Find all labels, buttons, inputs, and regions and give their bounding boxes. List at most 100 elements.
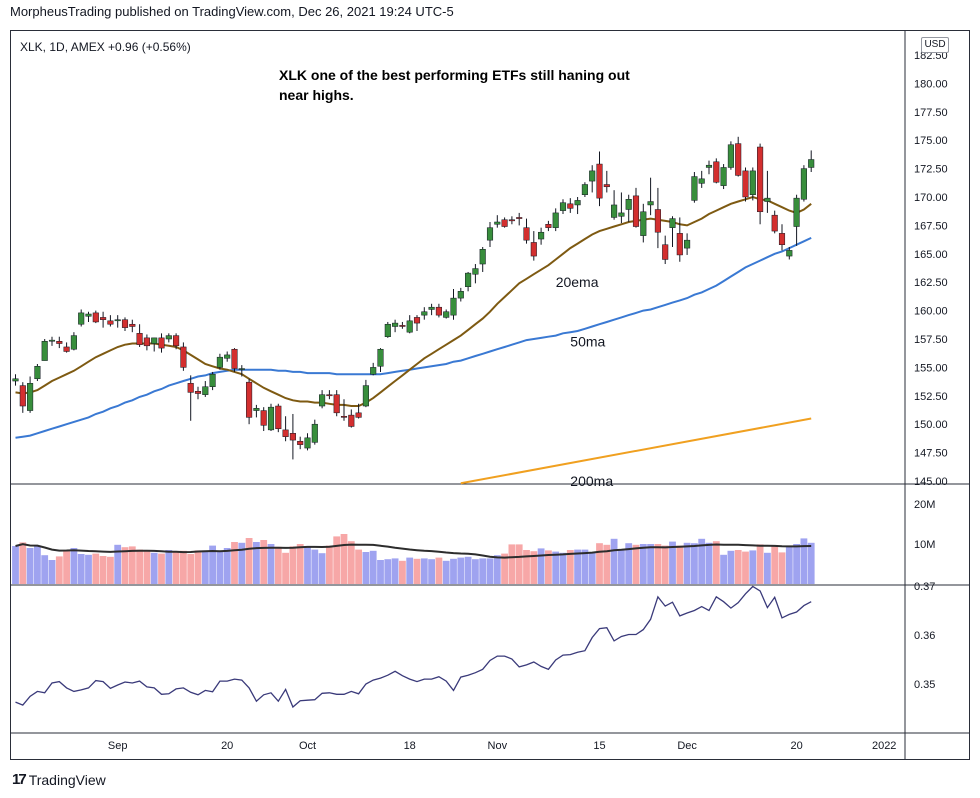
candle-body [326,394,333,397]
volume-bar [180,550,187,584]
volume-bar [172,551,180,584]
candle-body [421,311,428,316]
candle-body [778,233,786,245]
candle-body [231,348,238,369]
volume-bar [588,552,596,584]
candle-body [735,143,742,176]
ma50-layer [15,236,812,439]
candle-body [457,291,464,299]
volume-bar [128,546,136,584]
candle-body [742,170,749,198]
ma-label: 200ma [570,473,613,489]
candle-body [107,320,114,325]
ema20-line [15,195,812,407]
time-tick-label: Nov [488,740,508,752]
volume-bar [515,544,523,584]
price-tick-label: 152.50 [914,391,948,403]
candle-body [304,437,311,449]
candle-body [267,406,275,431]
candle-body [187,383,194,393]
candle-body [727,144,734,168]
candle-body [370,367,377,375]
candle-body [705,164,713,168]
candle-body [596,163,603,199]
volume-bar [537,548,545,584]
candle-body [180,346,187,368]
volume-bar [734,550,742,584]
price-tick-label: 145.00 [914,476,948,488]
volume-bar [435,557,443,584]
volume-bar [413,558,421,584]
candle-body [355,412,362,418]
volume-bar [493,555,501,584]
publish-info: MorpheusTrading published on TradingView… [10,4,454,19]
volume-bar [698,538,706,584]
candle-body [764,197,771,202]
candle-body [333,394,340,414]
candle-body [435,306,442,316]
candle-body [289,433,296,441]
candle-body [486,227,494,241]
volume-bar [764,552,771,584]
candle-body [158,337,165,349]
volume-bar [406,557,414,584]
volume-layer [12,534,815,584]
volume-bar [420,558,428,584]
candle-body [377,348,384,367]
candle-body [311,423,318,443]
volume-bar [282,552,289,584]
candle-body [63,346,70,352]
volume-bar [107,556,114,584]
annotation-text: XLK one of the best performing ETFs stil… [279,67,630,83]
candle-body [253,408,260,411]
volume-bar [41,555,49,584]
candle-body [523,227,530,241]
volume-bar [304,547,311,584]
price-tick-label: 155.00 [914,362,948,374]
volume-bar [12,546,19,584]
volume-bar [807,542,815,584]
volume-bar [399,560,406,584]
candle-body [443,311,450,318]
candle-body [173,335,180,347]
volume-bar [391,558,399,584]
candle-body [574,200,581,206]
volume-bar [347,541,355,584]
candle-body [56,341,63,344]
candle-body [85,313,92,317]
time-tick-label: 20 [221,740,233,752]
volume-bar [194,550,202,584]
candle-body [647,201,654,206]
volume-bar [566,550,574,584]
volume-bar [70,548,78,584]
footer-brand: 17 TradingView [12,771,106,788]
volume-bar [187,554,195,584]
volume-bar [581,549,589,584]
volume-bar [377,560,384,584]
volume-bar [326,545,333,584]
candle-body [749,170,756,195]
candle-body [757,146,764,213]
candle-body [800,168,807,200]
volume-tick-label: 20M [914,499,935,511]
candle-body [567,203,574,209]
candle-body [625,199,632,210]
time-tick-label: Dec [677,740,697,752]
volume-bar [771,545,779,584]
volume-bar [785,545,793,584]
currency-badge[interactable]: USD [921,37,949,53]
volume-bar [778,552,786,584]
tradingview-logo-icon: 17 [12,771,27,788]
axis-layer: 182.50 180.00 177.50 175.00 172.50 170.00 167.… [108,50,948,752]
candle-body [121,319,129,328]
volume-bar [472,559,479,584]
volume-bar [34,546,41,584]
grid-layer [10,30,970,760]
volume-bar [742,551,749,584]
candle-body [282,429,289,437]
candle-body [654,209,661,233]
price-tick-label: 175.00 [914,135,948,147]
price-tick-label: 162.50 [914,277,948,289]
volume-bar [136,549,143,584]
candle-body [508,219,515,222]
